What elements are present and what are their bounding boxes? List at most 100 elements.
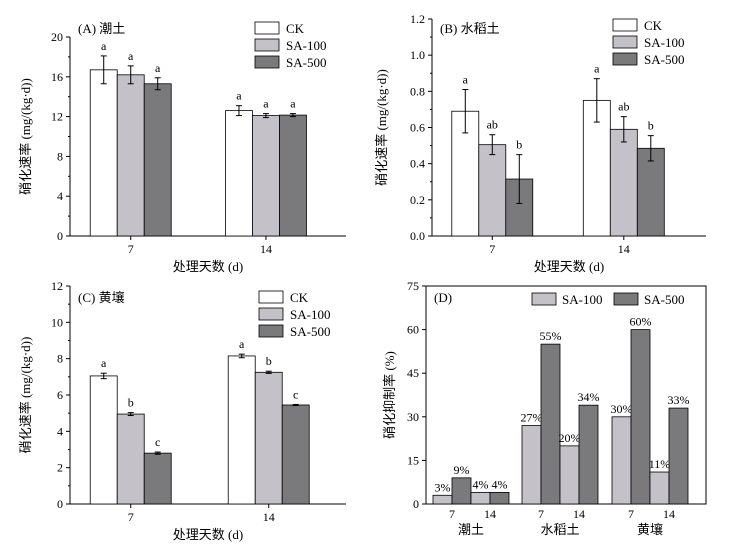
- y-tick-label: 0: [57, 229, 63, 243]
- legend-label: CK: [286, 21, 305, 36]
- x-tick-label: 14: [663, 507, 675, 521]
- x-tick-label: 7: [538, 507, 544, 521]
- y-tick-label: 2: [57, 461, 63, 475]
- bar-value-label: 3%: [435, 480, 451, 494]
- legend-swatch-sa-100: [254, 38, 280, 52]
- y-tick-label: 12: [51, 110, 63, 124]
- bar-sa-100-day14: [609, 128, 638, 237]
- legend-label: SA-100: [290, 307, 330, 322]
- y-tick-label: 60: [407, 323, 419, 337]
- chart-panel-b: 0.0 0.2 0.4 0.6 0.8 1.0 1.2 a ab b 7 a ab b 14 (B) 水稻土处…: [374, 12, 706, 274]
- significance-letter: a: [236, 89, 242, 103]
- significance-letter: a: [263, 97, 269, 111]
- x-tick-label: 14: [484, 507, 496, 521]
- y-tick-label: 75: [407, 279, 419, 293]
- bar-value-label: 34%: [578, 390, 600, 404]
- x-tick-label: 14: [573, 507, 585, 521]
- y-tick-label: 8: [57, 352, 63, 366]
- y-tick-label: 0.6: [410, 121, 425, 135]
- x-axis-label: 处理天数 (d): [534, 259, 604, 274]
- x-tick-label: 7: [128, 242, 134, 256]
- legend-swatch-ck: [254, 21, 280, 35]
- legend-label: SA-500: [286, 55, 326, 70]
- legend-label: SA-100: [562, 292, 602, 307]
- bar-sa-100-group1-day14: [559, 445, 580, 505]
- x-axis-label: 处理天数 (d): [173, 527, 243, 542]
- x-tick-label: 7: [128, 510, 134, 524]
- legend-label: SA-500: [644, 292, 684, 307]
- bar-sa-100-day7: [116, 413, 145, 505]
- y-tick-label: 20: [51, 30, 63, 44]
- bar-ck-day14: [225, 110, 253, 237]
- y-axis-label: 硝化速率 (mg/(kg·d)): [18, 337, 33, 454]
- legend-swatch-sa-500: [254, 55, 280, 69]
- bar-value-label: 11%: [649, 457, 671, 471]
- legend-label: SA-100: [286, 38, 326, 53]
- x-tick-label: 14: [263, 510, 275, 524]
- x-tick-label: 7: [449, 507, 455, 521]
- legend-label: CK: [644, 18, 663, 33]
- y-tick-label: 0.0: [410, 229, 425, 243]
- y-tick-label: 0.4: [410, 157, 425, 171]
- legend-swatch-ck: [612, 18, 638, 32]
- bar-value-label: 9%: [454, 463, 470, 477]
- significance-letter: a: [594, 62, 600, 76]
- legend-label: SA-500: [644, 52, 684, 67]
- legend-label: SA-500: [290, 324, 330, 339]
- bar-sa-100-day14: [252, 115, 280, 237]
- significance-letter: a: [290, 97, 296, 111]
- significance-letter: c: [155, 435, 160, 449]
- y-axis-label: 硝化速率 (mg/(kg·d)): [374, 69, 389, 186]
- legend-swatch-sa-100: [612, 35, 638, 49]
- bar-value-label: 55%: [540, 329, 562, 343]
- y-tick-label: 15: [407, 453, 419, 467]
- bar-value-label: 30%: [611, 402, 633, 416]
- bar-sa-500-day14: [636, 147, 665, 237]
- legend-swatch-ck: [258, 290, 284, 304]
- group-label: 黄壤: [637, 522, 663, 537]
- bar-sa-500-day14: [279, 114, 307, 237]
- y-tick-label: 0: [57, 497, 63, 511]
- significance-letter: b: [516, 138, 522, 152]
- y-tick-label: 45: [407, 366, 419, 380]
- bar-sa-500-day14: [281, 404, 310, 505]
- bar-sa-500-group2-day14: [668, 407, 689, 505]
- significance-letter: b: [128, 396, 134, 410]
- x-tick-label: 7: [628, 507, 634, 521]
- legend-swatch-sa-500: [258, 324, 284, 338]
- significance-letter: a: [101, 356, 107, 370]
- bar-sa-500-group0-day7: [451, 477, 472, 505]
- group-label: 潮土: [458, 522, 484, 537]
- panel-title: (A) 潮土: [78, 21, 125, 36]
- bar-value-label: 20%: [559, 431, 581, 445]
- significance-letter: ab: [618, 100, 629, 114]
- bar-sa-100-day7: [478, 144, 507, 237]
- bar-sa-100-group1-day7: [521, 425, 542, 505]
- significance-letter: b: [266, 354, 272, 368]
- bar-ck-day14: [227, 355, 256, 505]
- bar-value-label: 4%: [473, 477, 489, 491]
- significance-letter: a: [128, 49, 134, 63]
- bar-sa-500-group1-day14: [578, 404, 599, 505]
- y-axis-label: 硝化速率 (mg/(kg·d)): [18, 78, 33, 195]
- x-tick-label: 7: [489, 242, 495, 256]
- y-tick-label: 0: [413, 497, 419, 511]
- bar-sa-500-group0-day14: [489, 491, 510, 505]
- x-axis-label: 处理天数 (d): [173, 259, 243, 274]
- bar-value-label: 60%: [630, 315, 652, 329]
- group-label: 水稻土: [540, 522, 579, 537]
- significance-letter: a: [155, 61, 161, 75]
- panel-title: (C) 黄壤: [78, 290, 125, 305]
- legend-swatch-sa-100: [531, 292, 557, 306]
- bar-sa-500-day7: [143, 83, 172, 237]
- bar-sa-100-group0-day7: [432, 494, 453, 505]
- significance-letter: a: [101, 39, 107, 53]
- bar-sa-100-day14: [254, 371, 283, 505]
- significance-letter: ab: [487, 118, 498, 132]
- y-tick-label: 1.2: [410, 12, 425, 26]
- legend-swatch-sa-500: [612, 52, 638, 66]
- y-tick-label: 6: [57, 388, 63, 402]
- y-tick-label: 0.2: [410, 193, 425, 207]
